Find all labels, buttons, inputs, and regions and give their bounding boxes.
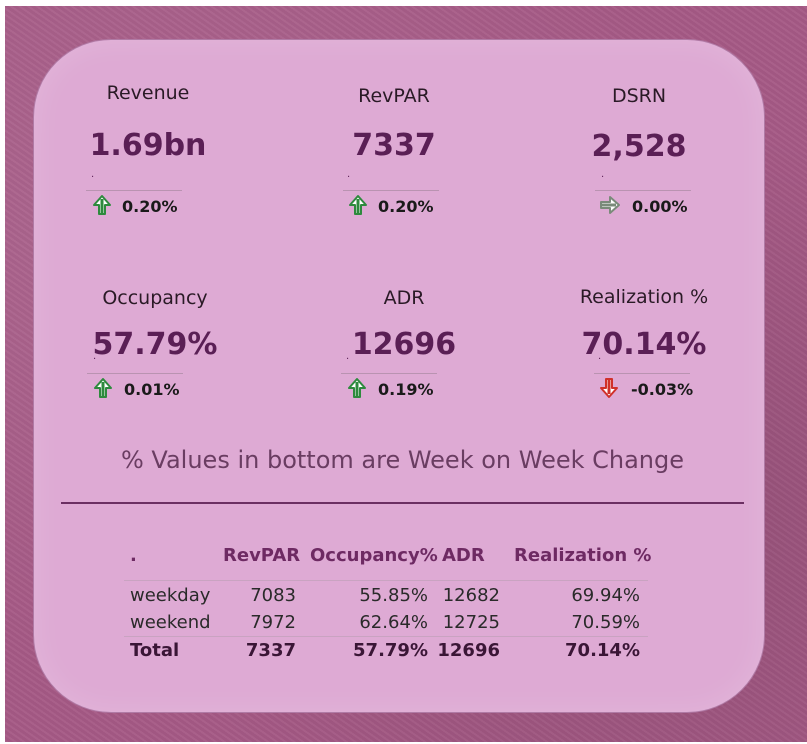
table-header[interactable]: Occupancy% <box>310 545 438 566</box>
kpi-underline <box>343 190 439 191</box>
arrow-right-icon <box>600 196 620 214</box>
table-cell: 12725 <box>442 612 500 633</box>
kpi-label: ADR <box>383 287 425 309</box>
arrow-up-icon <box>94 378 112 398</box>
week-on-week-note: % Values in bottom are Week on Week Chan… <box>120 446 685 474</box>
table-cell: 55.85% <box>359 585 428 606</box>
table-header[interactable]: . <box>130 545 137 566</box>
kpi-value: 2,528 <box>591 129 687 164</box>
table-header[interactable]: Realization % <box>514 545 652 566</box>
table-cell: 12696 <box>437 640 500 661</box>
table-cell: weekend <box>130 612 211 633</box>
dot-marker: . <box>346 351 350 362</box>
arrow-up-icon <box>93 195 111 215</box>
table-header-rule <box>124 580 648 581</box>
table-cell: 69.94% <box>571 585 640 606</box>
dot-marker: . <box>91 169 95 180</box>
dot-marker: . <box>347 169 351 180</box>
kpi-underline <box>341 373 437 374</box>
kpi-underline <box>594 373 690 374</box>
dot-marker: . <box>93 351 97 362</box>
table-cell: 7337 <box>245 640 296 661</box>
kpi-label: Revenue <box>106 82 190 104</box>
kpi-change: 0.01% <box>124 380 180 399</box>
table-total-rule <box>124 636 648 637</box>
dot-marker: . <box>598 351 602 362</box>
table-cell: 7972 <box>250 612 296 633</box>
table-cell: 70.59% <box>571 612 640 633</box>
divider <box>61 502 744 504</box>
table-cell: weekday <box>130 585 211 606</box>
kpi-label: Realization % <box>579 286 709 308</box>
kpi-value: 70.14% <box>581 327 707 362</box>
table-cell: 7083 <box>250 585 296 606</box>
kpi-change: 0.00% <box>632 197 688 216</box>
kpi-value: 7337 <box>352 128 436 163</box>
kpi-change: 0.19% <box>378 380 434 399</box>
table-cell: 12682 <box>442 585 500 606</box>
table-header[interactable]: ADR <box>442 545 485 566</box>
table-cell: 62.64% <box>359 612 428 633</box>
kpi-value: 1.69bn <box>89 128 207 163</box>
kpi-change: 0.20% <box>378 197 434 216</box>
kpi-card <box>33 39 765 713</box>
arrow-up-icon <box>348 378 366 398</box>
kpi-change: -0.03% <box>631 380 694 399</box>
kpi-value: 57.79% <box>92 327 218 362</box>
table-cell: Total <box>130 640 180 661</box>
table-cell: 57.79% <box>353 640 428 661</box>
kpi-underline <box>595 190 691 191</box>
kpi-underline <box>86 190 182 191</box>
dot-marker: . <box>601 169 605 180</box>
kpi-change: 0.20% <box>122 197 178 216</box>
kpi-underline <box>87 373 183 374</box>
table-cell: 70.14% <box>565 640 640 661</box>
table-header[interactable]: RevPAR <box>223 545 301 566</box>
kpi-label: Occupancy <box>102 287 208 309</box>
arrow-down-icon <box>600 378 618 398</box>
kpi-value: 12696 <box>351 327 457 362</box>
arrow-up-icon <box>349 195 367 215</box>
kpi-label: DSRN <box>611 85 667 107</box>
kpi-label: RevPAR <box>358 85 430 107</box>
